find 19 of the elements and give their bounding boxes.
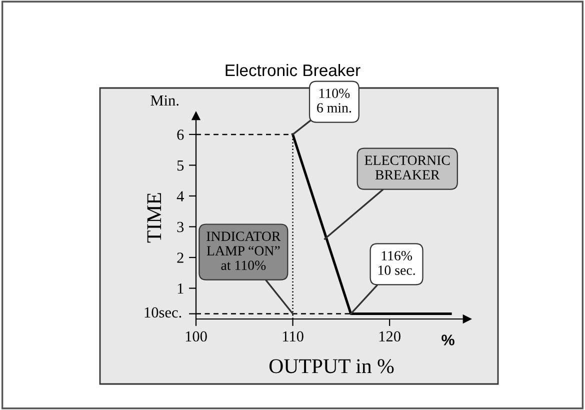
annotation: ELECTORNIC BREAKER xyxy=(364,156,450,180)
y-tick-label: 2 xyxy=(177,252,184,263)
x-tick-label: 110 xyxy=(282,331,304,342)
y-tick-label: 4 xyxy=(176,191,184,202)
annotation: 110% 6 min. xyxy=(317,88,352,113)
text: % xyxy=(442,334,454,346)
y-tick-label: 6 xyxy=(177,130,184,140)
y-tick-label: 5 xyxy=(177,160,184,171)
chart-title: Electronic Breaker xyxy=(226,64,360,76)
text: Min. xyxy=(150,95,178,106)
x-tick-label: 100 xyxy=(186,331,207,342)
y-tick-label: 1 xyxy=(178,283,184,294)
x-tick-label: 120 xyxy=(379,331,400,342)
annotation: INDICATOR LAMP “ON” at 110% xyxy=(206,232,281,270)
x-axis-title: OUTPUT in % xyxy=(269,359,394,374)
annotation: 10sec. xyxy=(144,307,182,318)
y-axis-title: TIME xyxy=(147,193,162,243)
annotation: 116% 10 sec. xyxy=(378,251,415,275)
y-tick-label: 3 xyxy=(177,222,184,232)
